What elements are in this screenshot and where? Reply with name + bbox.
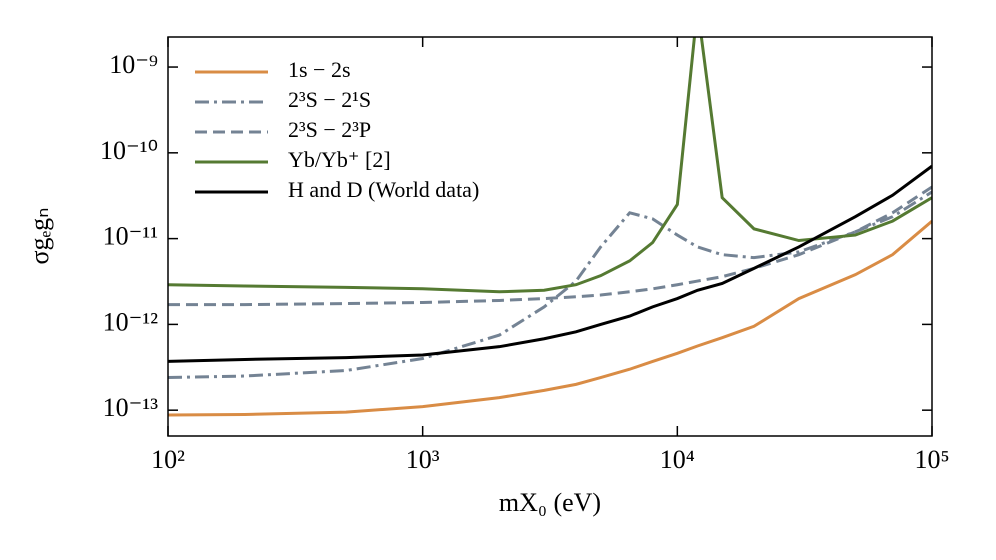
x-tick-label: 10⁵ [914,445,949,474]
y-axis-label: σgₑgₙ [25,207,54,264]
y-tick-label: 10⁻¹³ [103,393,159,422]
line-series [168,219,932,417]
legend-label: Yb/Yb⁺ [2] [288,147,391,172]
legend-label: 2³S − 2³P [288,117,371,142]
legend-label: H and D (World data) [288,177,479,202]
x-tick-label: 10⁴ [660,445,695,474]
x-axis-label: mX₀ (eV) [499,488,601,517]
y-tick-label: 10⁻⁹ [109,50,158,79]
legend-label: 1s − 2s [288,57,351,82]
legend-label: 2³S − 2¹S [288,87,371,112]
line-series [168,164,932,363]
line-series [168,185,932,307]
y-tick-label: 10⁻¹¹ [103,222,158,251]
x-tick-label: 10² [151,445,185,474]
plot-frame [167,36,933,437]
plot-area [168,37,932,417]
line-series [168,37,932,294]
y-tick-label: 10⁻¹⁰ [100,136,158,165]
x-tick-label: 10³ [406,445,440,474]
line-series [168,190,932,380]
y-tick-label: 10⁻¹² [103,307,159,336]
